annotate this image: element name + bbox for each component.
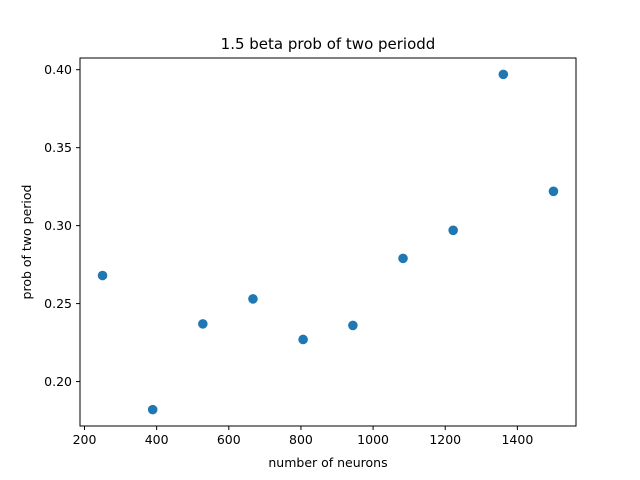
- data-point: [348, 320, 358, 331]
- y-tick-label: 0.30: [44, 218, 72, 233]
- x-tick-label: 800: [289, 432, 313, 447]
- x-tick-label: 600: [217, 432, 241, 447]
- y-axis-label: prob of two period: [19, 185, 34, 300]
- data-points: [97, 69, 559, 415]
- x-axis-label: number of neurons: [268, 455, 387, 470]
- chart-title: 1.5 beta prob of two periodd: [221, 35, 436, 53]
- data-point: [298, 334, 308, 345]
- x-tick-label: 1000: [357, 432, 389, 447]
- x-tick-label: 400: [145, 432, 169, 447]
- data-point: [147, 404, 158, 415]
- data-point: [398, 253, 408, 264]
- y-tick-label: 0.35: [44, 140, 72, 155]
- x-axis-ticks: 200 400 600 800 1000 1200 1400: [73, 426, 533, 447]
- plot-frame: [79, 57, 577, 427]
- x-tick-label: 1400: [501, 432, 533, 447]
- data-point: [97, 270, 108, 281]
- x-tick-label: 1200: [429, 432, 461, 447]
- y-tick-label: 0.40: [44, 62, 72, 77]
- data-point: [448, 225, 458, 236]
- data-point: [548, 186, 559, 197]
- x-tick-label: 200: [73, 432, 97, 447]
- data-point: [198, 319, 208, 329]
- y-tick-label: 0.25: [44, 296, 72, 311]
- data-point: [498, 69, 509, 80]
- y-axis-ticks: 0.20 0.25 0.30 0.35 0.40: [44, 62, 80, 389]
- data-point: [248, 294, 258, 304]
- y-tick-label: 0.20: [44, 374, 72, 389]
